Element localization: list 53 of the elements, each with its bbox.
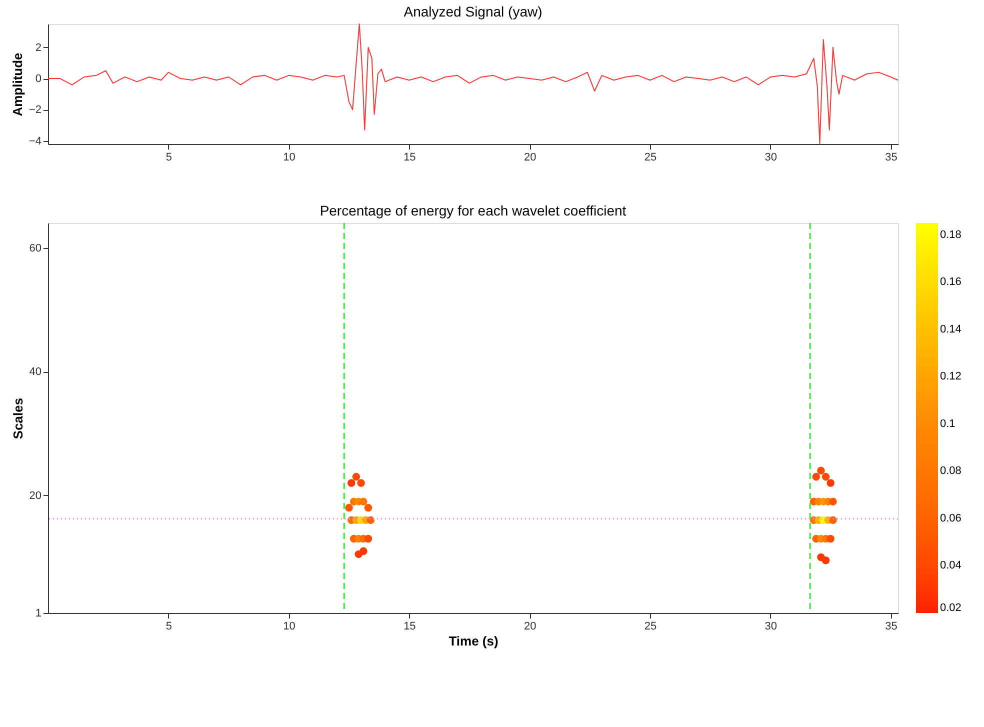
y-tick-label: −4 [28,135,42,148]
color-bar-label: 0.12 [940,370,962,383]
point [360,547,368,555]
y-tick-label: 60 [29,242,42,254]
point [812,472,820,481]
y-tick-label: 1 [35,608,42,620]
point [817,466,825,474]
y-axis-title: Scales [10,398,26,440]
x-axis-title: Time (s) [448,634,498,648]
x-tick-label: 30 [764,620,778,632]
y-tick-label: 20 [29,490,42,502]
point [822,556,830,564]
point [822,472,830,481]
color-bar-label: 0.06 [940,512,962,524]
y-tick-label: 40 [29,366,42,378]
color-bar-label: 0.18 [940,228,962,241]
y-axis-title: Amplitude [10,52,25,116]
point [345,504,353,512]
x-tick-label: 25 [644,152,657,164]
color-bar-label: 0.08 [940,465,962,478]
point [366,516,375,524]
color-bar-label: 0.16 [940,276,962,288]
x-tick-label: 15 [404,152,416,164]
y-tick-label: −2 [28,104,42,116]
x-tick-label: 20 [524,152,536,164]
point [829,498,837,506]
color-bar-label: 0.14 [940,323,962,336]
x-tick-label: 25 [644,620,657,632]
x-tick-label: 5 [166,620,172,632]
color-bar-label: 0.04 [940,560,962,572]
chart-title: Percentage of energy for each wavelet coefficient [320,202,626,218]
point [364,534,372,543]
x-tick-label: 10 [283,152,296,164]
point [364,504,372,512]
x-tick-label: 30 [764,152,778,164]
x-tick-label: 20 [524,620,536,632]
point [829,516,837,524]
color-bar-label: 0.02 [940,602,962,614]
x-tick-label: 10 [283,620,296,632]
x-tick-label: 15 [404,620,416,632]
x-tick-label: 5 [166,152,172,164]
point [826,479,834,487]
x-tick-label: 35 [885,620,898,632]
point [348,479,356,487]
y-tick-label: 2 [35,42,42,54]
point [826,534,834,543]
point [357,479,365,487]
y-tick-label: 0 [35,73,42,86]
x-tick-label: 35 [885,152,898,164]
point [352,472,360,481]
point [360,498,368,506]
chart-title: Analyzed Signal (yaw) [404,4,542,20]
color-bar-label: 0.1 [940,418,956,430]
